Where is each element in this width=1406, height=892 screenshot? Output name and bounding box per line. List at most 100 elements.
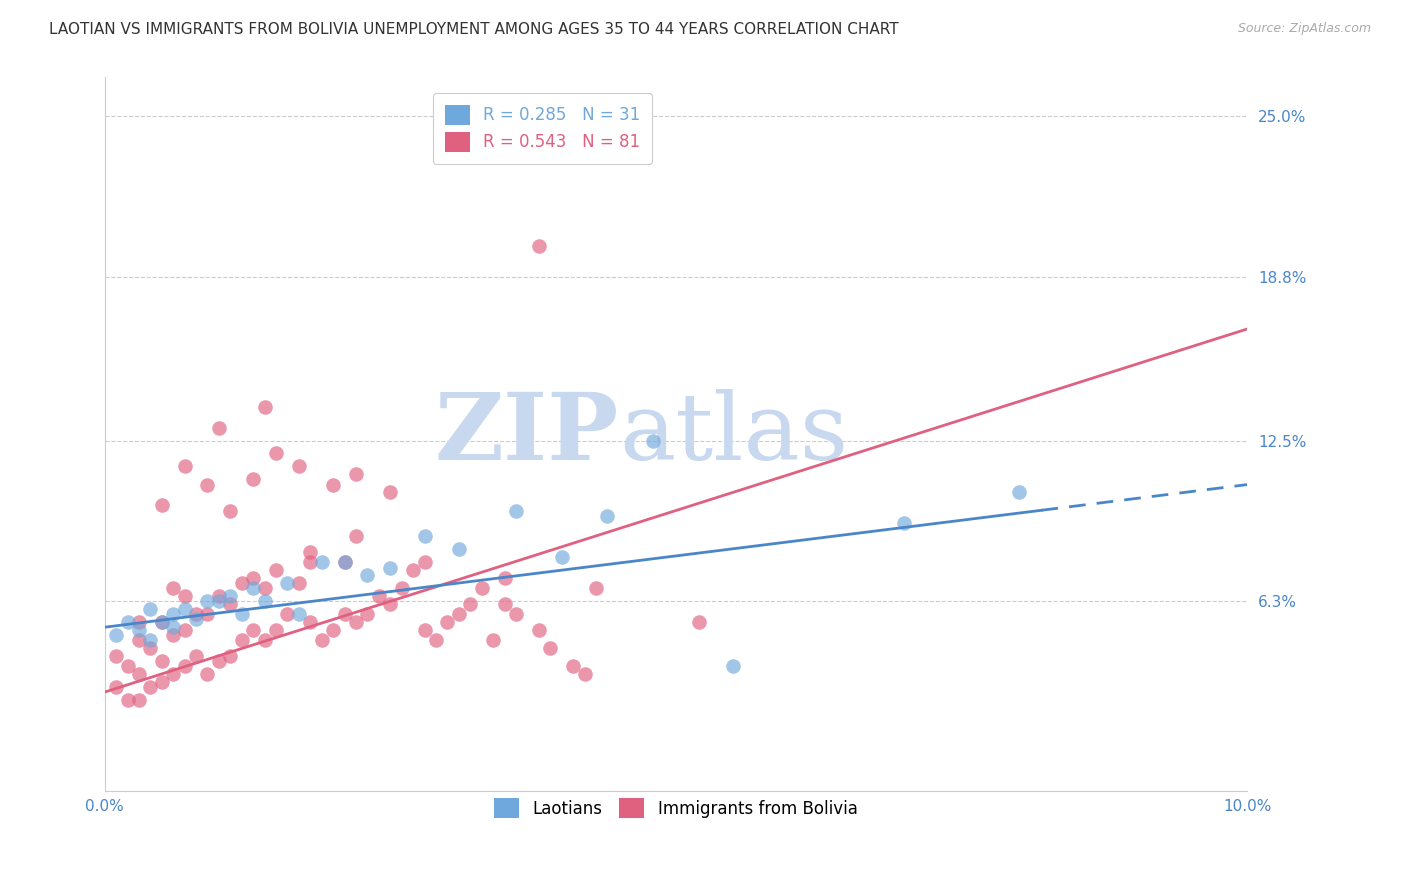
- Point: [264, 446, 287, 460]
- Point: [380, 597, 402, 611]
- Point: [208, 420, 231, 434]
- Point: [447, 607, 470, 622]
- Point: [505, 503, 527, 517]
- Point: [288, 607, 311, 622]
- Point: [641, 434, 664, 448]
- Point: [356, 568, 378, 582]
- Point: [562, 659, 585, 673]
- Point: [585, 582, 607, 596]
- Point: [333, 555, 356, 569]
- Point: [413, 529, 436, 543]
- Point: [356, 607, 378, 622]
- Point: [139, 633, 162, 648]
- Point: [219, 597, 242, 611]
- Point: [893, 516, 915, 531]
- Point: [494, 571, 516, 585]
- Point: [333, 555, 356, 569]
- Point: [117, 615, 139, 629]
- Point: [333, 607, 356, 622]
- Point: [173, 459, 195, 474]
- Point: [538, 640, 561, 655]
- Point: [242, 472, 264, 486]
- Point: [128, 633, 150, 648]
- Point: [527, 623, 550, 637]
- Point: [197, 594, 219, 608]
- Point: [117, 693, 139, 707]
- Point: [299, 545, 322, 559]
- Point: [527, 239, 550, 253]
- Point: [253, 633, 276, 648]
- Point: [253, 400, 276, 414]
- Point: [458, 597, 481, 611]
- Point: [311, 555, 333, 569]
- Text: atlas: atlas: [619, 389, 848, 479]
- Point: [128, 615, 150, 629]
- Point: [128, 666, 150, 681]
- Point: [231, 633, 253, 648]
- Point: [242, 623, 264, 637]
- Point: [322, 623, 344, 637]
- Point: [413, 555, 436, 569]
- Point: [425, 633, 447, 648]
- Point: [173, 623, 195, 637]
- Point: [184, 612, 207, 626]
- Point: [288, 459, 311, 474]
- Point: [219, 503, 242, 517]
- Point: [264, 563, 287, 577]
- Point: [219, 589, 242, 603]
- Point: [471, 582, 494, 596]
- Point: [276, 607, 298, 622]
- Point: [162, 628, 184, 642]
- Point: [162, 666, 184, 681]
- Point: [322, 477, 344, 491]
- Point: [688, 615, 710, 629]
- Point: [105, 680, 128, 694]
- Point: [139, 680, 162, 694]
- Point: [436, 615, 458, 629]
- Point: [139, 640, 162, 655]
- Point: [311, 633, 333, 648]
- Point: [139, 602, 162, 616]
- Point: [402, 563, 425, 577]
- Point: [184, 648, 207, 663]
- Point: [380, 560, 402, 574]
- Legend: Laotians, Immigrants from Bolivia: Laotians, Immigrants from Bolivia: [488, 791, 865, 825]
- Point: [173, 659, 195, 673]
- Point: [128, 693, 150, 707]
- Point: [344, 467, 367, 482]
- Point: [173, 602, 195, 616]
- Point: [550, 550, 572, 565]
- Point: [391, 582, 413, 596]
- Point: [253, 582, 276, 596]
- Point: [367, 589, 389, 603]
- Point: [264, 623, 287, 637]
- Point: [482, 633, 505, 648]
- Point: [242, 582, 264, 596]
- Text: LAOTIAN VS IMMIGRANTS FROM BOLIVIA UNEMPLOYMENT AMONG AGES 35 TO 44 YEARS CORREL: LAOTIAN VS IMMIGRANTS FROM BOLIVIA UNEMP…: [49, 22, 898, 37]
- Point: [162, 620, 184, 634]
- Point: [150, 615, 173, 629]
- Point: [596, 508, 619, 523]
- Point: [447, 542, 470, 557]
- Point: [105, 628, 128, 642]
- Point: [219, 648, 242, 663]
- Point: [721, 659, 744, 673]
- Point: [231, 607, 253, 622]
- Point: [150, 674, 173, 689]
- Point: [208, 654, 231, 668]
- Point: [253, 594, 276, 608]
- Point: [413, 623, 436, 637]
- Point: [276, 576, 298, 591]
- Point: [299, 615, 322, 629]
- Point: [288, 576, 311, 591]
- Point: [208, 589, 231, 603]
- Point: [231, 576, 253, 591]
- Point: [494, 597, 516, 611]
- Point: [162, 607, 184, 622]
- Point: [150, 654, 173, 668]
- Point: [505, 607, 527, 622]
- Point: [173, 589, 195, 603]
- Point: [242, 571, 264, 585]
- Text: ZIP: ZIP: [434, 389, 619, 479]
- Point: [162, 582, 184, 596]
